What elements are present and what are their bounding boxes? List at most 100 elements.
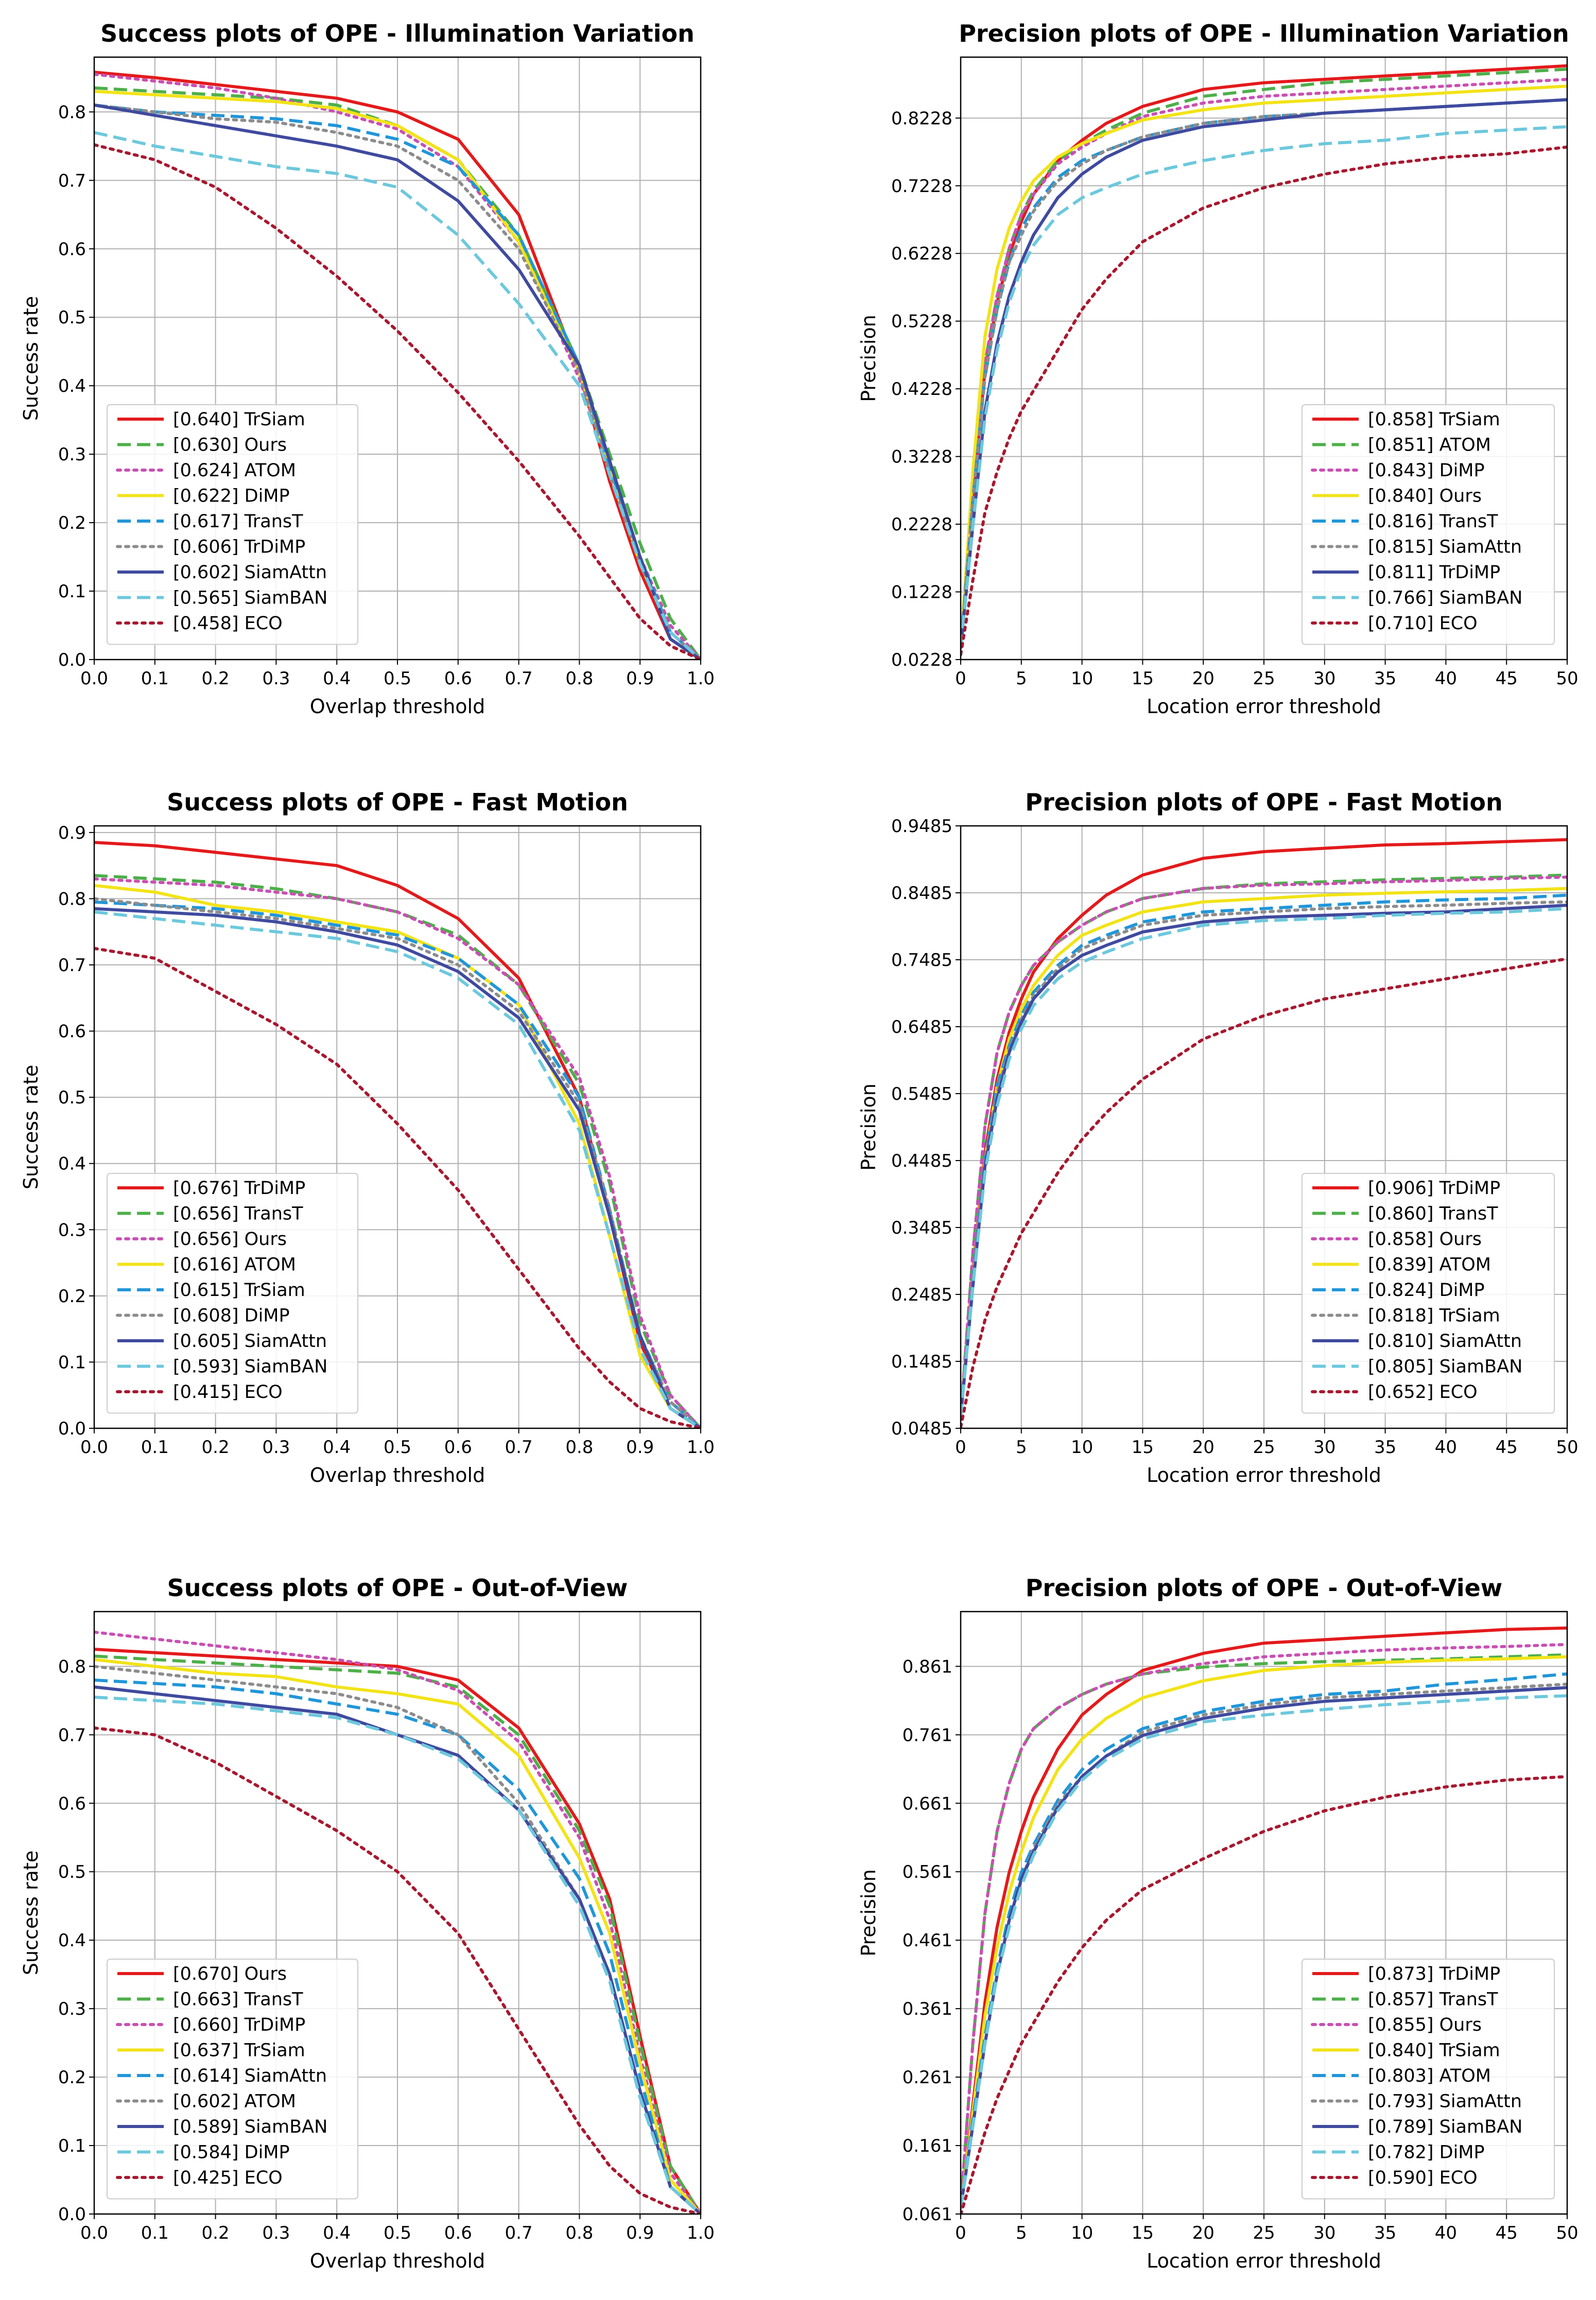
legend-entry: [0.840] Ours [1368, 486, 1482, 507]
legend: [0.670] Ours [0.663] TransT [0.660] TrDiMP… [107, 1959, 358, 2200]
x-tick-label: 0.1 [141, 668, 169, 689]
chart-title: Success plots of OPE - Illumination Vari… [100, 20, 695, 47]
x-tick-label: 15 [1132, 2223, 1154, 2243]
series-line-atom [94, 1665, 701, 2214]
legend-entry: [0.843] DiMP [1368, 460, 1485, 481]
legend-entry: [0.840] TrSiam [1368, 2040, 1500, 2061]
x-tick-label: 0 [955, 668, 966, 689]
legend-entry: [0.906] TrDiMP [1368, 1178, 1500, 1199]
x-tick-label: 0.7 [505, 668, 533, 689]
x-tick-label: 0.9 [626, 2223, 654, 2243]
y-tick-label: 0.7485 [891, 950, 952, 971]
y-tick-label: 0.861 [903, 1656, 952, 1677]
y-tick-label: 0.1228 [891, 582, 952, 603]
y-axis-label: Success rate [20, 1851, 42, 1975]
series-line-dimp [961, 78, 1567, 650]
legend-box [107, 404, 358, 645]
series-line-siamattn [94, 907, 701, 1428]
x-tick-label: 0.2 [202, 1437, 230, 1458]
y-tick-label: 0.0 [58, 650, 86, 670]
series-group [961, 1626, 1567, 2214]
y-tick-label: 0.561 [903, 1862, 952, 1882]
legend-box [1302, 1959, 1555, 2200]
x-tick-label: 45 [1496, 668, 1518, 689]
y-tick-label: 0.161 [903, 2136, 952, 2156]
x-tick-label: 10 [1071, 2223, 1093, 2243]
x-tick-label: 50 [1556, 2223, 1578, 2243]
y-tick-label: 0.6 [58, 1022, 86, 1042]
x-tick-label: 25 [1253, 668, 1275, 689]
x-tick-label: 0.5 [384, 668, 411, 689]
y-tick-label: 0.461 [903, 1930, 952, 1951]
legend-entry: [0.710] ECO [1368, 613, 1478, 634]
y-axis-label: Precision [857, 315, 880, 402]
legend-entry: [0.616] ATOM [173, 1255, 296, 1275]
series-line-atom [961, 1672, 1567, 2208]
x-tick-label: 10 [1071, 1437, 1093, 1458]
series-line-trdimp [94, 841, 701, 1428]
x-tick-label: 0.3 [262, 1437, 290, 1458]
y-tick-label: 0.4 [58, 1154, 86, 1174]
plot-frame [960, 825, 1568, 1429]
y-tick-label: 0.661 [903, 1793, 952, 1814]
legend-entry: [0.839] ATOM [1368, 1255, 1491, 1275]
legend-entry: [0.670] Ours [173, 1964, 287, 1984]
x-tick-label: 5 [1016, 1437, 1027, 1458]
legend-entry: [0.602] ATOM [173, 2091, 296, 2112]
x-tick-label: 0.3 [262, 668, 290, 689]
legend-entry: [0.660] TrDiMP [173, 2015, 305, 2035]
x-tick-label: 0.0 [80, 1437, 108, 1458]
legend-entry: [0.855] Ours [1368, 2015, 1482, 2035]
x-tick-label: 0.0 [80, 668, 108, 689]
x-tick-label: 45 [1496, 1437, 1518, 1458]
legend-entry: [0.656] TransT [173, 1204, 303, 1224]
legend-entry: [0.590] ECO [1368, 2168, 1478, 2188]
y-tick-label: 0.3 [58, 444, 86, 465]
legend: [0.873] TrDiMP [0.857] TransT [0.855] Ours… [1302, 1959, 1555, 2200]
x-tick-label: 20 [1192, 1437, 1215, 1458]
y-tick-label: 0.8 [58, 102, 86, 123]
y-tick-label: 0.2485 [891, 1285, 952, 1305]
plot-frame [93, 56, 702, 661]
series-line-siamattn [94, 103, 701, 660]
y-tick-label: 0.4 [58, 1930, 86, 1951]
legend-entry: [0.615] TrSiam [173, 1280, 305, 1301]
series-line-dimp [94, 1696, 701, 2214]
legend: [0.640] TrSiam [0.630] Ours [0.624] ATOM [0… [107, 404, 358, 645]
y-tick-label: 0.1 [58, 2136, 86, 2156]
chart-1: Success plots of OPE - Illumination Vari… [20, 20, 715, 718]
plot-frame [960, 1611, 1568, 2215]
x-tick-label: 0.9 [626, 1437, 654, 1458]
y-tick-label: 0.2 [58, 2067, 86, 2088]
series-line-trsiam [961, 1655, 1567, 2208]
y-tick-label: 0.0228 [891, 650, 952, 670]
x-tick-label: 40 [1435, 1437, 1457, 1458]
legend-entry: [0.584] DiMP [173, 2142, 290, 2163]
legend-entry: [0.811] TrDiMP [1368, 562, 1500, 583]
series-line-eco [94, 1726, 701, 2214]
x-tick-label: 25 [1253, 1437, 1275, 1458]
x-tick-label: 0.1 [141, 1437, 169, 1458]
legend-entry: [0.637] TrSiam [173, 2040, 305, 2061]
chart-title: Success plots of OPE - Out-of-View [167, 1574, 628, 1602]
legend-entry: [0.824] DiMP [1368, 1280, 1485, 1301]
y-tick-label: 0.6 [58, 239, 86, 260]
x-tick-label: 15 [1132, 1437, 1154, 1458]
series-line-ours [94, 877, 701, 1428]
legend-entry: [0.425] ECO [173, 2168, 283, 2188]
legend-entry: [0.617] TransT [173, 511, 303, 532]
y-tick-label: 0.2 [58, 1286, 86, 1307]
y-tick-label: 0.3485 [891, 1218, 952, 1238]
legend-entry: [0.565] SiamBAN [173, 588, 327, 609]
x-tick-label: 0 [955, 2223, 966, 2243]
x-tick-label: 1.0 [687, 2223, 715, 2243]
y-tick-label: 0.5 [58, 307, 86, 328]
y-tick-label: 0.8 [58, 1656, 86, 1677]
series-line-transt [94, 874, 701, 1428]
series-line-dimp [961, 1694, 1567, 2208]
legend-entry: [0.810] SiamAttn [1368, 1331, 1522, 1352]
chart-title: Success plots of OPE - Fast Motion [167, 788, 628, 816]
x-tick-label: 1.0 [687, 668, 715, 689]
x-tick-label: 0.3 [262, 2223, 290, 2243]
legend-entry: [0.458] ECO [173, 613, 283, 634]
